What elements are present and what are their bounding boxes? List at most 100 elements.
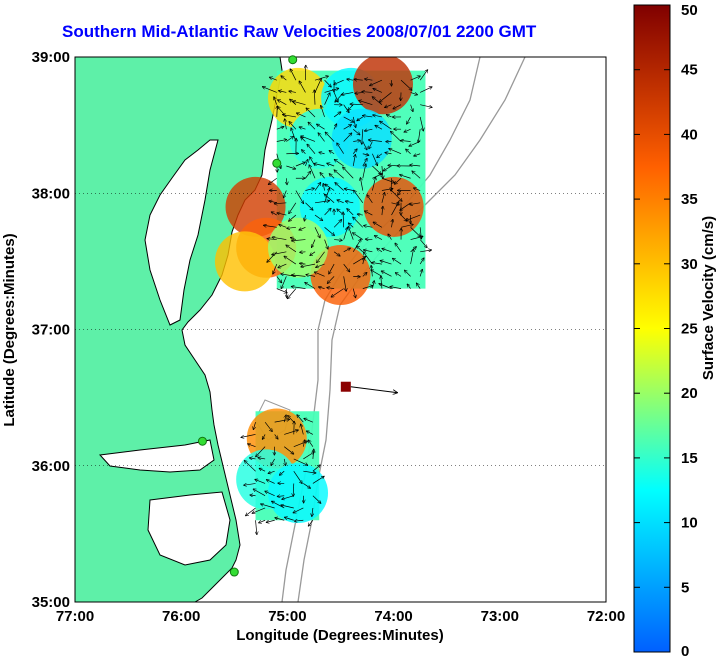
velocity-vector [373,222,383,228]
velocity-vector [335,182,344,191]
velocity-vector [333,112,341,118]
velocity-vector [255,446,266,457]
colorbar-tick-label: 45 [681,62,698,79]
velocity-vector [420,269,422,277]
velocity-vector [276,276,282,283]
colorbar-tick-label: 50 [681,2,698,19]
velocity-vector [308,520,314,526]
velocity-vector [400,224,414,228]
velocity-vector [325,184,335,191]
velocity-vector [291,240,306,241]
velocity-vector [395,243,402,253]
velocity-vector [329,150,335,155]
velocity-vector [265,491,275,497]
velocity-vector [306,275,316,277]
velocity-vector [272,237,287,240]
velocity-vector [314,78,322,93]
velocity-vector [314,272,325,277]
velocity-vector [299,81,306,93]
velocity-vector [303,470,316,473]
velocity-vector [299,226,306,230]
velocity-vector [363,225,373,227]
velocity-vector [364,79,373,80]
velocity-vector [363,252,373,265]
velocity-vector [352,149,357,154]
albemarle-sound [98,439,215,473]
velocity-vector [362,158,367,167]
velocity-vector [245,507,256,516]
heatmap-cell [352,57,413,115]
velocity-vector [252,507,266,513]
velocity-vector [334,170,344,179]
velocity-vector [382,206,383,216]
velocity-vector [372,96,383,105]
velocity-vector [391,219,392,228]
velocity-vector [258,458,266,459]
velocity-vector [376,153,383,158]
velocity-vector [362,163,366,179]
grid-lines [75,192,606,467]
velocity-vector [268,177,277,184]
velocity-vector [390,286,402,289]
velocity-vector [379,121,392,130]
velocity-vector [289,69,297,81]
colorbar-tick-label: 25 [681,321,698,338]
velocity-vector [410,92,418,95]
velocity-vector [326,288,335,289]
velocity-vector [410,76,421,81]
velocity-vector [305,171,310,179]
velocity-vector [353,128,360,135]
velocity-vector [324,227,335,235]
velocity-vector [308,122,316,130]
velocity-vector [343,263,350,272]
velocity-vector [324,208,332,216]
x-axis-label: Longitude (Degrees:Minutes) [236,627,444,644]
velocity-vector [333,251,340,256]
velocity-vector [288,91,296,92]
velocity-vector [274,96,278,105]
velocity-vector [290,237,297,239]
velocity-vector [395,272,402,277]
velocity-vector [353,190,364,203]
velocity-vector [278,224,287,228]
velocity-vector [247,444,256,448]
velocity-vector [324,79,332,87]
velocity-vector [304,418,314,423]
velocity-vector [278,91,287,93]
velocity-vector [295,190,304,204]
velocity-vector [293,483,294,496]
velocity-vector [343,248,351,253]
velocity-vector [314,76,329,81]
x-tick-label: 74:00 [374,608,412,625]
velocity-vector [305,159,307,167]
velocity-vector [314,214,323,221]
velocity-vector [343,104,350,113]
colorbar-tick-label: 10 [681,515,698,532]
velocity-vector [299,252,306,253]
velocity-vector [419,116,423,131]
velocity-vector [418,129,421,143]
velocity-vector [250,495,256,496]
y-axis-label: Latitude (Degrees:Minutes) [1,233,18,426]
velocity-vector [370,270,383,277]
velocity-vector [287,288,297,299]
velocity-vector [410,104,413,112]
velocity-vector [380,260,392,265]
velocity-vector [352,217,364,228]
velocity-vector [314,182,321,191]
velocity-vector [343,227,348,240]
velocity-vector [293,471,303,484]
velocity-vector [281,76,287,81]
velocity-vector [319,152,325,154]
velocity-vector [274,434,279,439]
velocity-vector [312,495,321,504]
velocity-vector [368,140,382,142]
velocity-vector [369,141,373,149]
velocity-vector [352,154,355,167]
velocity-vector [334,124,337,130]
velocity-vector [271,251,287,255]
velocity-vector [253,489,266,497]
velocity-vector [312,476,325,484]
velocity-vector [372,153,377,166]
